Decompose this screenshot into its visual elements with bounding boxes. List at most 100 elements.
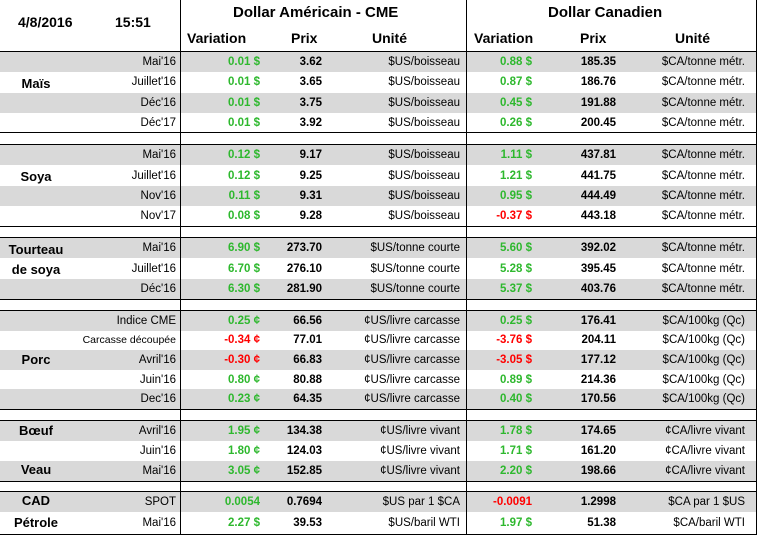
cad-unit-cell: $CA/tonne métr.: [661, 190, 745, 202]
contract-cell: Dec'16: [140, 393, 176, 405]
usd-price-cell: 3.75: [299, 97, 322, 109]
table-row: Juillet'16 0.01 $ 3.65 $US/boisseau 0.87 $ 18…: [0, 72, 757, 92]
contract-cell: Mai'16: [142, 242, 176, 254]
category-mais: Maïs: [21, 76, 51, 91]
cad-variation-cell: 0.89 $: [500, 374, 532, 386]
table-row: Juillet'16 6.70 $ 276.10 $US/tonne courte 5.…: [0, 259, 757, 279]
usd-price-cell: 3.92: [299, 117, 322, 129]
usd-unit-cell: $US/baril WTI: [388, 517, 460, 529]
usd-price-cell: 9.17: [299, 149, 322, 161]
cad-unit-header: Unité: [675, 30, 710, 46]
table-row: Avril'16 -0.30 ¢ 66.83 ¢US/livre carcasse -3…: [0, 350, 757, 370]
usd-price-cell: 9.31: [299, 190, 322, 202]
cad-variation-cell: -0.37 $: [496, 210, 532, 222]
cad-price-cell: 177.12: [580, 354, 616, 366]
usd-variation-header: Variation: [187, 30, 247, 46]
cad-variation-cell: 0.25 $: [500, 315, 532, 327]
divider: [0, 310, 757, 311]
divider: [0, 144, 757, 145]
cad-price-cell: 176.41: [580, 315, 616, 327]
table-row: Mai'16 3.05 ¢ 152.85 ¢US/livre vivant 2.20 $…: [0, 461, 757, 481]
usd-price-cell: 281.90: [286, 283, 322, 295]
usd-variation-cell: 6.70 $: [228, 263, 260, 275]
usd-unit-cell: ¢US/livre vivant: [380, 445, 460, 457]
category-tourteau-line2: de soya: [11, 262, 61, 277]
contract-cell: Avril'16: [138, 425, 176, 437]
table-row: Mai'16 2.27 $ 39.53 $US/baril WTI 1.97 $ 51.3…: [0, 513, 757, 533]
usd-variation-cell: 1.80 ¢: [228, 445, 260, 457]
cad-price-cell: 403.76: [580, 283, 616, 295]
cad-unit-cell: $CA/100kg (Qc): [662, 374, 745, 386]
usd-variation-cell: 0.0054: [224, 496, 260, 508]
contract-cell: Nov'16: [140, 190, 176, 202]
usd-variation-cell: 0.80 ¢: [228, 374, 260, 386]
table-row: Nov'16 0.11 $ 9.31 $US/boisseau 0.95 $ 444.49…: [0, 186, 757, 206]
usd-unit-cell: ¢US/livre carcasse: [364, 334, 460, 346]
category-boeuf: Bœuf: [19, 423, 53, 438]
cad-variation-cell: 1.71 $: [500, 445, 532, 457]
cad-unit-cell: $CA/tonne métr.: [661, 97, 745, 109]
usd-unit-cell: $US/tonne courte: [370, 283, 460, 295]
cad-unit-cell: $CA/tonne métr.: [661, 76, 745, 88]
usd-unit-cell: ¢US/livre carcasse: [364, 315, 460, 327]
usd-unit-cell: $US/boisseau: [388, 170, 460, 182]
usd-price-cell: 64.35: [293, 393, 322, 405]
category-petrole: Pétrole: [13, 515, 59, 530]
usd-variation-cell: 0.25 ¢: [228, 315, 260, 327]
cad-unit-cell: ¢CA/livre vivant: [665, 465, 745, 477]
usd-price-cell: 77.01: [293, 334, 322, 346]
cad-unit-cell: $CA/100kg (Qc): [662, 393, 745, 405]
cad-variation-header: Variation: [474, 30, 534, 46]
cad-variation-cell: 0.40 $: [500, 393, 532, 405]
usd-unit-cell: ¢US/livre vivant: [380, 425, 460, 437]
contract-cell: Carcasse découpée: [82, 334, 176, 346]
usd-unit-cell: $US/boisseau: [388, 97, 460, 109]
contract-cell: Juin'16: [139, 374, 176, 386]
contract-cell: Indice CME: [116, 315, 176, 327]
cad-price-cell: 392.02: [580, 242, 616, 254]
time-label: 15:51: [115, 14, 151, 30]
usd-variation-cell: 0.01 $: [228, 117, 260, 129]
contract-cell: Avril'16: [138, 354, 176, 366]
table-row: Juillet'16 0.12 $ 9.25 $US/boisseau 1.21 $ 44…: [0, 166, 757, 186]
table-row: Avril'16 1.95 ¢ 134.38 ¢US/livre vivant 1.78…: [0, 421, 757, 441]
table-row: Mai'16 0.01 $ 3.62 $US/boisseau 0.88 $ 185.35…: [0, 52, 757, 72]
usd-variation-cell: 3.05 ¢: [228, 465, 260, 477]
cad-price-cell: 198.66: [580, 465, 616, 477]
usd-unit-cell: ¢US/livre carcasse: [364, 354, 460, 366]
table-row: Dec'16 0.23 ¢ 64.35 ¢US/livre carcasse 0.40 …: [0, 389, 757, 409]
category-porc: Porc: [21, 352, 51, 367]
cad-price-header: Prix: [580, 30, 607, 46]
table-row: Mai'16 6.90 $ 273.70 $US/tonne courte 5.60 $…: [0, 238, 757, 258]
cad-price-cell: 443.18: [580, 210, 616, 222]
cad-variation-cell: 5.28 $: [500, 263, 532, 275]
usd-variation-cell: 0.01 $: [228, 56, 260, 68]
cad-price-cell: 170.56: [580, 393, 616, 405]
cad-variation-cell: 2.20 $: [500, 465, 532, 477]
table-row: Déc'17 0.01 $ 3.92 $US/boisseau 0.26 $ 200.45…: [0, 113, 757, 133]
contract-cell: Juillet'16: [131, 76, 176, 88]
table-row: Juin'16 0.80 ¢ 80.88 ¢US/livre carcasse 0.89…: [0, 370, 757, 390]
cad-price-cell: 51.38: [587, 517, 616, 529]
contract-cell: Juin'16: [139, 445, 176, 457]
cad-variation-cell: 0.26 $: [500, 117, 532, 129]
cad-price-cell: 441.75: [580, 170, 616, 182]
contract-cell: Déc'16: [140, 283, 176, 295]
cad-section-title: Dollar Canadien: [548, 4, 663, 21]
cad-price-cell: 186.76: [580, 76, 616, 88]
usd-unit-cell: ¢US/livre vivant: [380, 465, 460, 477]
usd-variation-cell: 0.12 $: [228, 170, 260, 182]
date-label: 4/8/2016: [18, 14, 73, 30]
divider: [180, 0, 181, 535]
cad-unit-cell: $CA/tonne métr.: [661, 170, 745, 182]
usd-unit-cell: $US/tonne courte: [370, 263, 460, 275]
usd-variation-cell: 2.27 $: [228, 517, 260, 529]
contract-cell: Mai'16: [142, 465, 176, 477]
usd-section-title: Dollar Américain - CME: [233, 4, 399, 21]
cad-unit-cell: $CA/baril WTI: [673, 517, 745, 529]
cad-price-cell: 214.36: [580, 374, 616, 386]
usd-unit-cell: ¢US/livre carcasse: [364, 374, 460, 386]
cad-unit-cell: ¢CA/livre vivant: [665, 425, 745, 437]
cad-unit-cell: $CA/tonne métr.: [661, 56, 745, 68]
contract-cell: Nov'17: [140, 210, 176, 222]
